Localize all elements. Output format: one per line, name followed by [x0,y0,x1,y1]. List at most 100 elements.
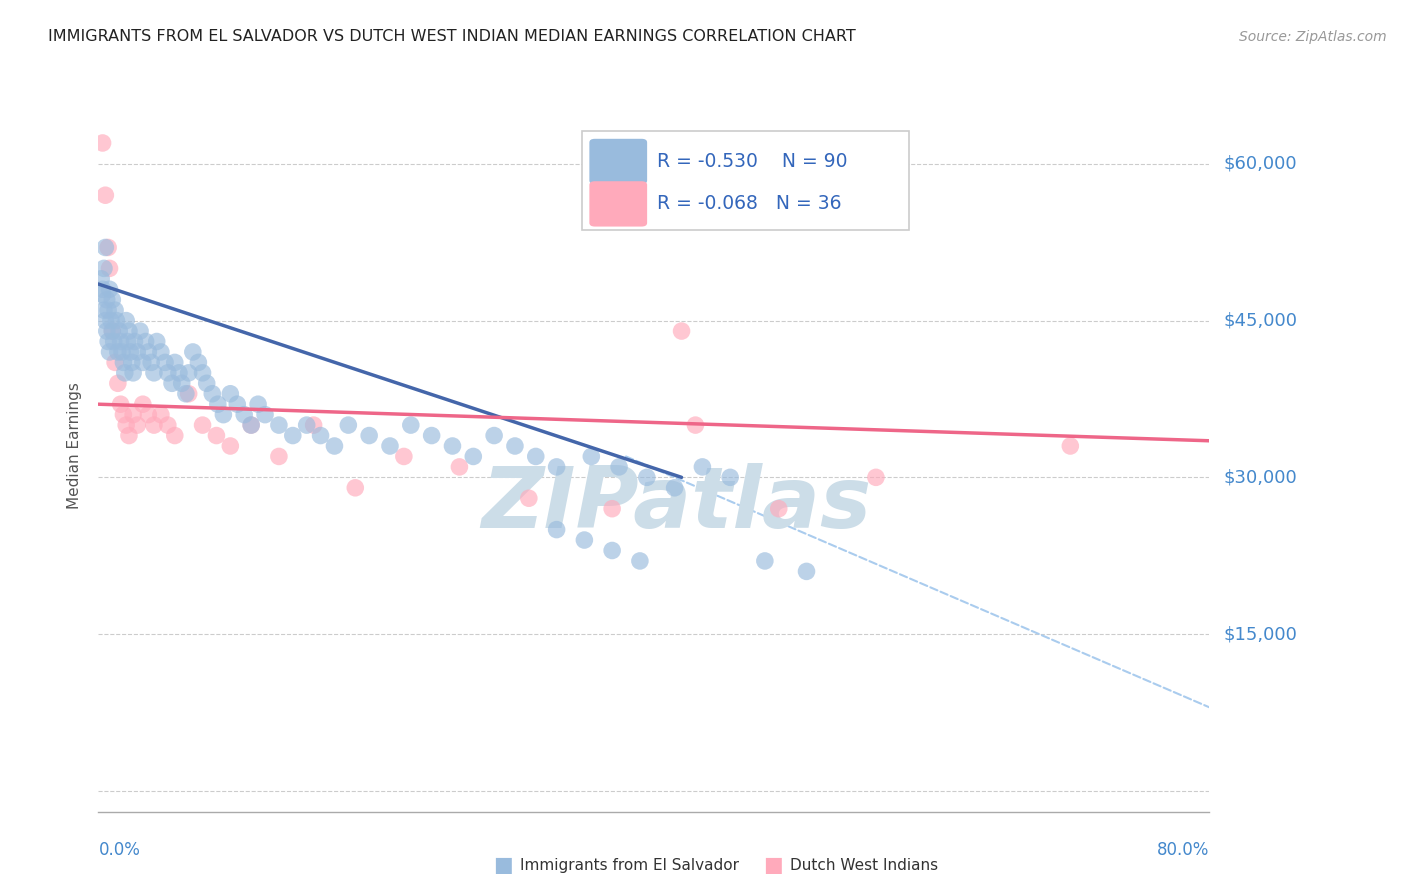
Point [101,324,124,338]
Point [302,418,325,433]
Point [108,324,131,338]
Point [156,418,179,433]
Point [112,355,135,369]
Point [240,418,263,433]
Point [309,428,332,442]
Point [94,313,117,327]
Point [149,408,172,422]
Point [105,313,128,327]
FancyBboxPatch shape [589,139,647,184]
FancyBboxPatch shape [582,131,910,230]
Point [93,303,115,318]
Point [145,334,167,349]
Point [94,188,117,202]
Point [177,386,200,401]
Point [91,282,114,296]
Point [392,450,415,464]
Point [344,481,367,495]
Point [91,136,114,150]
Point [463,450,485,464]
Point [281,428,304,442]
Point [226,397,249,411]
Point [153,355,176,369]
Point [181,345,204,359]
Point [546,523,568,537]
Point [378,439,401,453]
Point [101,324,124,338]
Point [323,439,346,453]
Text: R = -0.530    N = 90: R = -0.530 N = 90 [657,152,848,171]
Point [768,501,790,516]
Point [97,240,120,254]
Point [100,313,122,327]
Point [97,334,120,349]
Text: ZIPatlas: ZIPatlas [481,463,872,546]
Point [449,459,471,474]
Text: ■: ■ [494,855,513,875]
Point [671,324,693,338]
Point [636,470,658,484]
Point [212,408,235,422]
Point [167,366,190,380]
Point [97,303,120,318]
Point [121,355,143,369]
Point [132,355,155,369]
Text: Source: ZipAtlas.com: Source: ZipAtlas.com [1239,29,1386,44]
Point [114,366,136,380]
Point [91,287,114,301]
Point [149,345,172,359]
Text: IMMIGRANTS FROM EL SALVADOR VS DUTCH WEST INDIAN MEDIAN EARNINGS CORRELATION CHA: IMMIGRANTS FROM EL SALVADOR VS DUTCH WES… [48,29,856,44]
Point [399,418,422,433]
Point [1059,439,1081,453]
Point [96,293,118,307]
Point [98,345,121,359]
Point [628,554,651,568]
Point [187,355,209,369]
Point [94,240,117,254]
Point [110,397,132,411]
Point [124,334,146,349]
Point [163,428,186,442]
Point [111,345,134,359]
Point [233,408,256,422]
Point [253,408,276,422]
Point [104,303,127,318]
Point [122,408,145,422]
Point [201,386,224,401]
Point [143,418,166,433]
Point [104,355,127,369]
Text: $30,000: $30,000 [1223,468,1296,486]
Point [865,470,887,484]
Point [122,366,145,380]
Point [205,428,228,442]
Point [98,261,121,276]
Point [107,376,129,391]
Point [607,459,630,474]
Point [174,386,197,401]
Point [138,408,160,422]
Point [163,355,186,369]
Point [110,334,132,349]
Point [129,324,152,338]
Text: R = -0.068   N = 36: R = -0.068 N = 36 [657,194,842,213]
Point [115,313,138,327]
Point [207,397,229,411]
Point [177,366,200,380]
Point [101,293,124,307]
Point [441,439,464,453]
Point [524,450,547,464]
Point [581,450,603,464]
Point [247,397,270,411]
Y-axis label: Median Earnings: Median Earnings [67,383,83,509]
Point [93,261,115,276]
Point [219,386,242,401]
Point [267,418,290,433]
Point [103,334,125,349]
Text: $15,000: $15,000 [1223,625,1296,643]
Point [112,408,135,422]
Point [90,272,112,286]
Point [191,366,214,380]
Point [664,481,686,495]
Point [337,418,360,433]
Point [170,376,193,391]
